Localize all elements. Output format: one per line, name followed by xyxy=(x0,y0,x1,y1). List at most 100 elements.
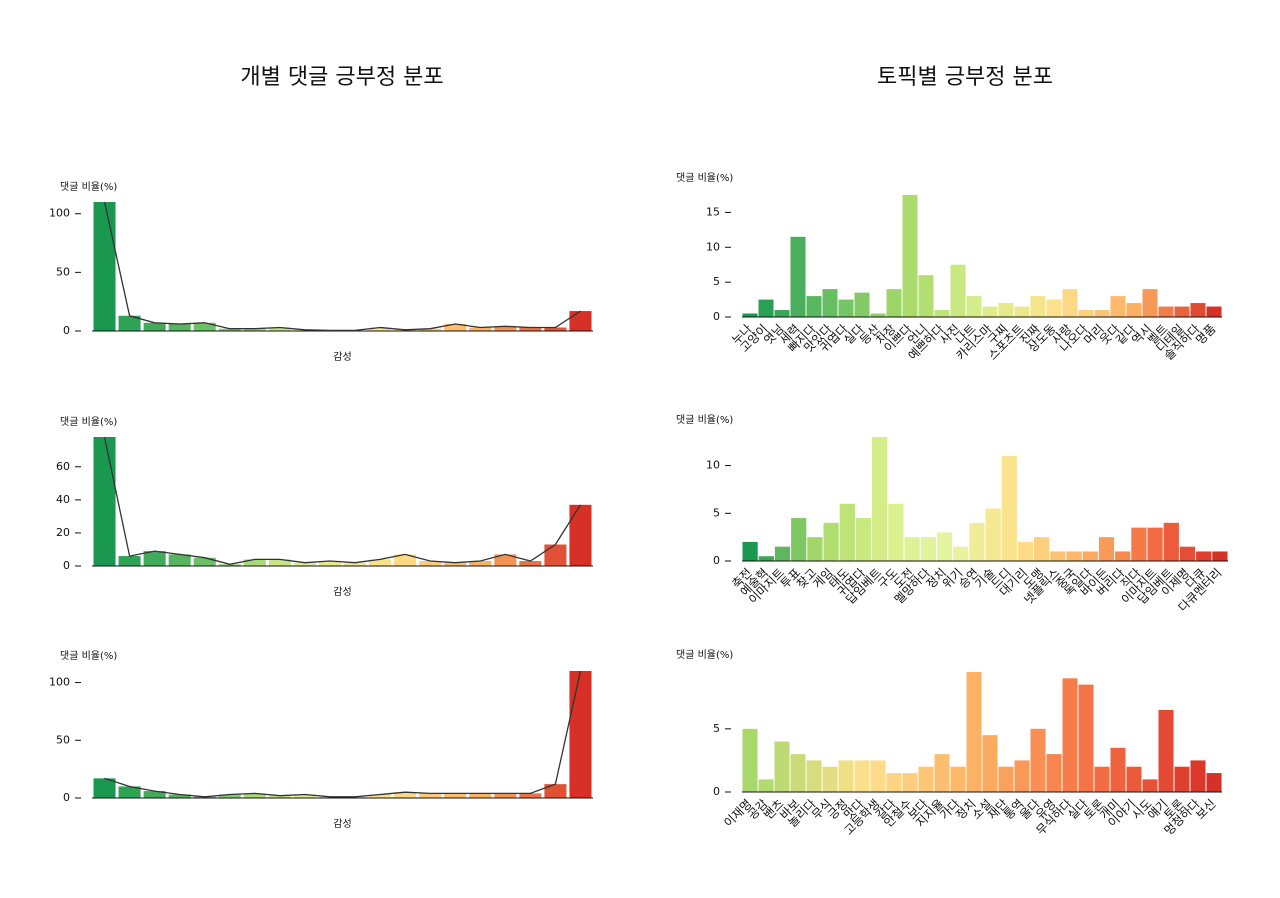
bar xyxy=(1082,551,1098,561)
bar xyxy=(1158,709,1174,792)
bar xyxy=(742,541,758,561)
bar xyxy=(1174,766,1190,792)
bar xyxy=(293,794,316,798)
bar xyxy=(1115,551,1131,561)
bar xyxy=(369,327,392,331)
bar xyxy=(118,315,141,331)
bar xyxy=(569,311,592,331)
bar xyxy=(1190,760,1206,792)
bar xyxy=(758,779,774,792)
bar xyxy=(444,793,467,798)
y-tick-label: 15 xyxy=(706,205,720,218)
bar xyxy=(1126,766,1142,792)
bar xyxy=(904,537,920,561)
bar xyxy=(953,546,969,561)
x-tick-label: 명품 xyxy=(1193,322,1219,348)
bar xyxy=(758,299,774,317)
x-axis-label: 감성 xyxy=(333,818,351,830)
y-tick-label: 20 xyxy=(56,526,70,539)
bar xyxy=(872,437,888,561)
bar xyxy=(118,786,141,798)
bar xyxy=(93,778,116,798)
bar xyxy=(1078,310,1094,317)
bar xyxy=(966,672,982,792)
bar xyxy=(806,760,822,792)
bar xyxy=(966,296,982,317)
bar xyxy=(469,327,492,331)
trend-line xyxy=(104,670,582,798)
bar xyxy=(1110,747,1126,792)
x-axis-label: 감성 xyxy=(333,351,351,363)
bar xyxy=(1014,306,1030,317)
bar xyxy=(369,794,392,798)
bar xyxy=(822,766,838,792)
bar xyxy=(143,791,166,798)
bar xyxy=(569,671,592,798)
bar xyxy=(774,310,790,317)
trend-line xyxy=(103,201,581,332)
bar xyxy=(1206,306,1222,317)
x-axis-label: 감성 xyxy=(333,586,351,598)
bar xyxy=(1163,522,1179,561)
bar xyxy=(1030,728,1046,792)
bar xyxy=(888,503,904,561)
y-tick-label: 100 xyxy=(49,207,70,220)
bar xyxy=(1017,541,1034,561)
bar xyxy=(918,766,934,792)
bar xyxy=(950,766,966,792)
bar xyxy=(886,289,902,317)
bar xyxy=(886,773,902,792)
bar xyxy=(823,522,839,561)
bar xyxy=(218,564,241,566)
bar xyxy=(1147,527,1163,561)
bar xyxy=(1062,678,1078,792)
bar xyxy=(950,264,966,317)
bar xyxy=(839,503,855,561)
bar xyxy=(1034,537,1050,561)
y-axis-label: 댓글 비율(%) xyxy=(676,649,733,661)
bar xyxy=(519,327,542,331)
y-tick-label: 0 xyxy=(713,785,720,798)
y-tick-label: 50 xyxy=(56,733,70,746)
bar xyxy=(1110,296,1126,317)
bar xyxy=(758,556,774,561)
bar xyxy=(790,754,806,792)
bar xyxy=(1014,760,1030,792)
bar xyxy=(822,289,838,317)
bar xyxy=(118,556,141,566)
bar xyxy=(168,323,191,331)
bar xyxy=(838,760,854,792)
bar xyxy=(1078,684,1094,792)
bar xyxy=(218,794,241,798)
bar xyxy=(918,275,934,317)
bar xyxy=(854,760,870,792)
bar xyxy=(870,760,886,792)
bar xyxy=(268,327,291,331)
y-axis-label: 댓글 비율(%) xyxy=(676,414,733,426)
bar xyxy=(934,754,950,792)
bar xyxy=(318,561,341,566)
bar xyxy=(1094,766,1110,792)
y-tick-label: 0 xyxy=(63,324,70,337)
x-tick-label: 보신 xyxy=(1193,797,1219,823)
bar xyxy=(293,562,316,566)
bar xyxy=(1066,551,1082,561)
bar xyxy=(870,313,886,317)
bar xyxy=(394,792,417,798)
bar xyxy=(855,518,872,561)
bar xyxy=(168,554,191,566)
y-axis-label: 댓글 비율(%) xyxy=(60,416,117,428)
bar xyxy=(143,551,166,566)
bar xyxy=(444,323,467,331)
bar xyxy=(774,546,791,561)
bar xyxy=(982,735,998,792)
y-tick-label: 0 xyxy=(713,554,720,567)
bar xyxy=(1196,551,1212,561)
bar xyxy=(494,554,517,566)
y-axis-label: 댓글 비율(%) xyxy=(60,650,117,662)
bar xyxy=(268,559,291,566)
y-tick-label: 10 xyxy=(706,459,720,472)
bar xyxy=(419,328,442,331)
y-tick-label: 5 xyxy=(713,722,720,735)
